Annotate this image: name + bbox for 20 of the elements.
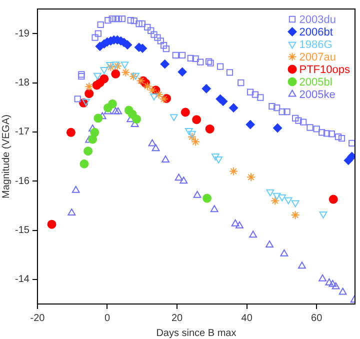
y-tick-label: -16 bbox=[15, 176, 30, 187]
x-tick-label: 20 bbox=[171, 312, 184, 324]
y-tick-label: -15 bbox=[15, 225, 30, 236]
legend-label: PTF10ops bbox=[299, 64, 350, 76]
legend-label: 2005bl bbox=[299, 76, 332, 88]
legend-label: 2003du bbox=[299, 14, 336, 26]
legend-label: 2006bt bbox=[299, 26, 333, 38]
x-tick-label: -20 bbox=[30, 312, 46, 324]
x-tick-label: 40 bbox=[241, 312, 253, 324]
legend-label: 2007au bbox=[299, 51, 336, 64]
x-axis-title: Days since B max bbox=[156, 328, 236, 339]
legend-label: 2005ke bbox=[299, 88, 336, 101]
y-tick-label: -17 bbox=[15, 126, 30, 138]
y-axis-title: Magnitude (VEGA) bbox=[0, 114, 12, 198]
y-tick-label: -19 bbox=[15, 28, 30, 40]
y-tick-label: -14 bbox=[15, 274, 30, 286]
legend-label: 1986G bbox=[299, 38, 332, 51]
y-tick-label: -18 bbox=[15, 78, 30, 88]
x-tick-label: 60 bbox=[311, 312, 323, 324]
x-tick-label: 0 bbox=[104, 312, 110, 324]
